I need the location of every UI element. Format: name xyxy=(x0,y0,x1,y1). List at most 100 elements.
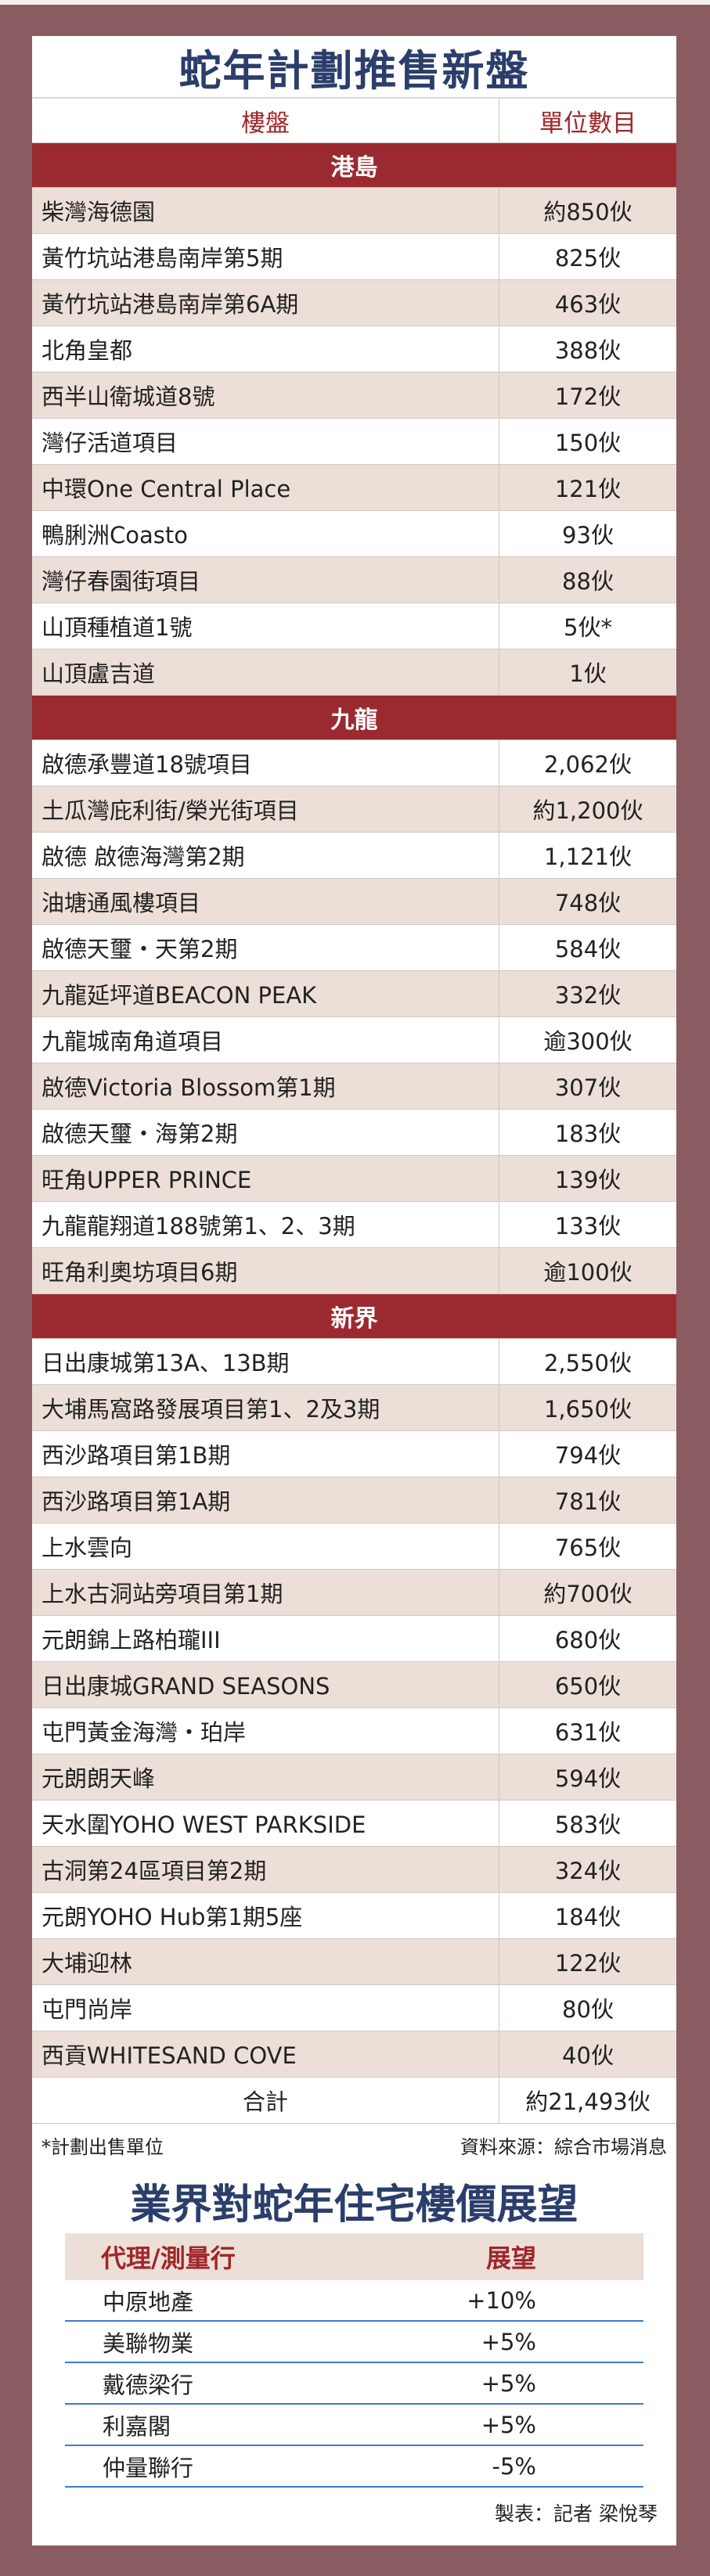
unit-count: 825伙 xyxy=(554,245,622,272)
agency-name: 中原地產 xyxy=(103,2288,194,2315)
outlook-row: 利嘉閣 +5% xyxy=(65,2405,643,2446)
new-homes-table: 樓盤 單位數目 港島 柴灣海德園 約850伙 黃竹坑站港島南岸第5期 825伙 黃竹坑站港… xyxy=(32,99,676,2124)
property-name: 古洞第24區項目第2期 xyxy=(32,1847,499,1892)
table-row: 油塘通風樓項目 748伙 xyxy=(32,879,676,925)
outlook-value: +5% xyxy=(481,2369,536,2397)
table-row: 日出康城第13A、13B期 2,550伙 xyxy=(32,1339,676,1385)
header-units: 單位數目 xyxy=(539,109,636,138)
unit-count: 307伙 xyxy=(554,1074,622,1101)
table-row: 黃竹坑站港島南岸第5期 825伙 xyxy=(32,234,676,280)
outlook-value: -5% xyxy=(492,2452,536,2480)
unit-count: 184伙 xyxy=(554,1904,622,1930)
unit-count: 80伙 xyxy=(562,1996,614,2023)
table-row: 啟德天璽・海第2期 183伙 xyxy=(32,1110,676,1156)
property-name: 天水圍YOHO WEST PARKSIDE xyxy=(32,1801,499,1846)
unit-count: 463伙 xyxy=(554,291,622,318)
table-row: 元朗朗天峰 594伙 xyxy=(32,1754,676,1801)
property-name: 黃竹坑站港島南岸第5期 xyxy=(32,234,499,279)
property-name: 旺角利奧坊項目6期 xyxy=(32,1248,499,1293)
unit-count: 122伙 xyxy=(554,1950,622,1977)
unit-count: 88伙 xyxy=(562,568,614,595)
unit-count: 121伙 xyxy=(554,476,622,502)
property-name: 西半山衛城道8號 xyxy=(32,372,499,418)
property-name: 土瓜灣庇利街/榮光街項目 xyxy=(32,786,499,832)
table-row: 西沙路項目第1A期 781伙 xyxy=(32,1477,676,1524)
property-name: 上水古洞站旁項目第1期 xyxy=(32,1570,499,1615)
header-agency: 代理/測量行 xyxy=(101,2243,236,2273)
table-row: 山頂盧吉道 1伙 xyxy=(32,649,676,696)
source-note: 資料來源：綜合市場消息 xyxy=(460,2136,667,2158)
header-outlook: 展望 xyxy=(485,2243,536,2273)
property-name: 油塘通風樓項目 xyxy=(32,879,499,924)
property-name: 柴灣海德園 xyxy=(32,188,499,233)
property-name: 山頂種植道1號 xyxy=(32,603,499,649)
unit-count: 40伙 xyxy=(562,2042,614,2069)
property-name: 旺角UPPER PRINCE xyxy=(32,1156,499,1201)
outlook-value: +5% xyxy=(481,2411,536,2438)
property-name: 灣仔春園街項目 xyxy=(32,557,499,603)
agency-name: 戴德梁行 xyxy=(103,2371,194,2398)
unit-count: 93伙 xyxy=(562,522,614,549)
table-row: 西半山衛城道8號 172伙 xyxy=(32,372,676,419)
property-name: 屯門尚岸 xyxy=(32,1985,499,2031)
table-row: 九龍龍翔道188號第1、2、3期 133伙 xyxy=(32,1202,676,1248)
unit-count: 781伙 xyxy=(554,1488,622,1515)
property-name: 九龍延坪道BEACON PEAK xyxy=(32,971,499,1016)
table-row: 日出康城GRAND SEASONS 650伙 xyxy=(32,1662,676,1708)
table-row: 啟德天璽・天第2期 584伙 xyxy=(32,925,676,971)
table-row: 九龍延坪道BEACON PEAK 332伙 xyxy=(32,971,676,1017)
outlook-value: +10% xyxy=(467,2286,536,2314)
table-row: 西沙路項目第1B期 794伙 xyxy=(32,1431,676,1477)
outlook-row: 仲量聯行 -5% xyxy=(65,2446,643,2488)
unit-count: 150伙 xyxy=(554,430,622,456)
table-row: 元朗錦上路柏瓏III 680伙 xyxy=(32,1616,676,1662)
table-body: 港島 柴灣海德園 約850伙 黃竹坑站港島南岸第5期 825伙 黃竹坑站港島南岸第6A期 4… xyxy=(32,143,676,2078)
credit: 製表：記者 梁悅琴 xyxy=(495,2502,658,2525)
unit-count: 594伙 xyxy=(554,1765,622,1792)
table-row: 大埔迎林 122伙 xyxy=(32,1939,676,1985)
table-row: 上水雲向 765伙 xyxy=(32,1524,676,1570)
infographic-card: 蛇年計劃推售新盤 樓盤 單位數目 港島 柴灣海德園 約850伙 黃竹坑站港島南岸第5期… xyxy=(32,36,676,2545)
top-border xyxy=(0,0,710,5)
unit-count: 584伙 xyxy=(554,936,622,962)
property-name: 九龍龍翔道188號第1、2、3期 xyxy=(32,1202,499,1247)
page-title: 蛇年計劃推售新盤 xyxy=(32,36,676,99)
table-row: 中環One Central Place 121伙 xyxy=(32,465,676,511)
unit-count: 324伙 xyxy=(554,1858,622,1884)
table-row: 灣仔活道項目 150伙 xyxy=(32,419,676,465)
unit-count: 650伙 xyxy=(554,1673,622,1700)
property-name: 大埔迎林 xyxy=(32,1939,499,1984)
total-row: 合計 約21,493伙 xyxy=(32,2078,676,2124)
property-name: 日出康城GRAND SEASONS xyxy=(32,1662,499,1707)
agency-name: 利嘉閣 xyxy=(103,2412,171,2440)
unit-count: 631伙 xyxy=(554,1719,622,1746)
property-name: 黃竹坑站港島南岸第6A期 xyxy=(32,280,499,326)
table-row: 啟德承豐道18號項目 2,062伙 xyxy=(32,740,676,786)
property-name: 屯門黃金海灣・珀岸 xyxy=(32,1708,499,1754)
header-property: 樓盤 xyxy=(32,99,499,142)
table-row: 灣仔春園街項目 88伙 xyxy=(32,557,676,603)
unit-count: 183伙 xyxy=(554,1121,622,1147)
unit-count: 約1,200伙 xyxy=(532,797,643,824)
property-name: 元朗朗天峰 xyxy=(32,1754,499,1800)
unit-count: 583伙 xyxy=(554,1811,622,1838)
footnote-bar: *計劃出售單位 資料來源：綜合市場消息 xyxy=(32,2124,676,2172)
unit-count: 133伙 xyxy=(554,1213,622,1239)
property-name: 西貢WHITESAND COVE xyxy=(32,2031,499,2077)
outlook-header: 代理/測量行 展望 xyxy=(65,2233,643,2280)
property-name: 日出康城第13A、13B期 xyxy=(32,1339,499,1384)
unit-count: 748伙 xyxy=(554,890,622,916)
property-name: 啟德承豐道18號項目 xyxy=(32,740,499,786)
unit-count: 2,062伙 xyxy=(543,751,633,778)
table-row: 山頂種植道1號 5伙* xyxy=(32,603,676,649)
table-row: 上水古洞站旁項目第1期 約700伙 xyxy=(32,1570,676,1616)
unit-count: 680伙 xyxy=(554,1627,622,1653)
property-name: 啟德天璽・天第2期 xyxy=(32,925,499,970)
outlook-row: 美聯物業 +5% xyxy=(65,2322,643,2363)
outlook-title: 業界對蛇年住宅樓價展望 xyxy=(130,2181,578,2229)
agency-name: 美聯物業 xyxy=(103,2330,194,2357)
table-row: 屯門尚岸 80伙 xyxy=(32,1985,676,2031)
unit-count: 逾300伙 xyxy=(543,1028,633,1055)
property-name: 啟德Victoria Blossom第1期 xyxy=(32,1063,499,1109)
property-name: 大埔馬窩路發展項目第1、2及3期 xyxy=(32,1385,499,1430)
